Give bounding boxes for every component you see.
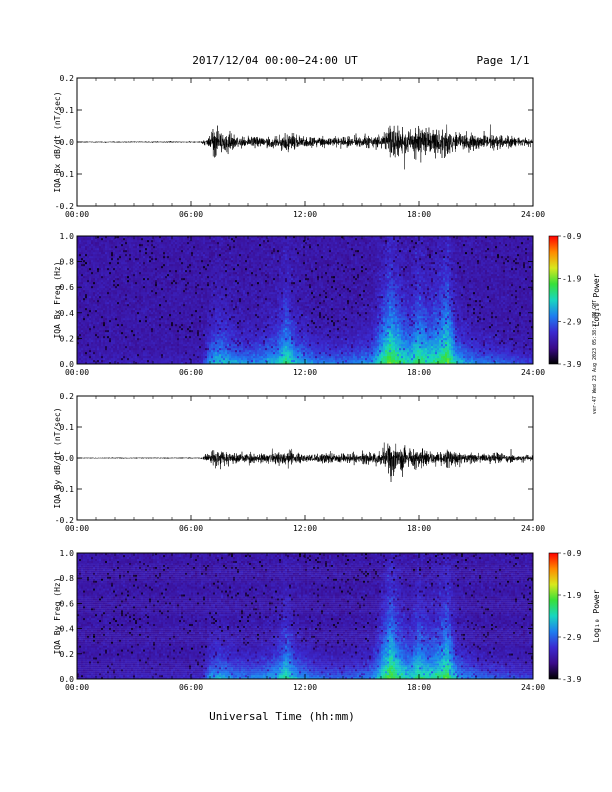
x-tick-label: 12:00: [293, 683, 317, 692]
colorbar-tick-label: -2.9: [562, 317, 581, 326]
colorbar-tick-label: -1.9: [562, 275, 581, 284]
x-axis-label: Universal Time (hh:mm): [209, 710, 355, 723]
x-tick-label: 24:00: [521, 683, 545, 692]
y-tick-label: 0.8: [60, 258, 75, 267]
panel-bx-spectrogram: -0.9 -1.9 -2.9 -3.9 Log₁₀ Power 00:00 06:00 12:…: [53, 232, 601, 377]
y-tick-label: 0.6: [60, 599, 75, 608]
y-tick-label: 0.4: [60, 309, 75, 318]
y-tick-label: 0.2: [60, 334, 75, 343]
y-tick-label: -0.1: [55, 485, 74, 494]
y-tick-label: 1.0: [60, 549, 75, 558]
x-tick-label: 06:00: [179, 210, 203, 219]
y-axis-label: IQA Bx dB/dt (nT/sec): [53, 91, 62, 192]
x-tick-label: 18:00: [407, 524, 431, 533]
y-tick-label: 0.2: [60, 74, 75, 83]
colorbar-tick-label: -2.9: [562, 633, 581, 642]
y-tick-label: 0.1: [60, 106, 75, 115]
colorbar-tick-label: -3.9: [562, 360, 581, 369]
y-tick-label: 0.2: [60, 392, 75, 401]
x-tick-label: 00:00: [65, 210, 89, 219]
x-tick-label: 18:00: [407, 210, 431, 219]
colorbar-tick-label: -0.9: [562, 549, 581, 558]
x-tick-label: 00:00: [65, 368, 89, 377]
y-tick-label: 0.0: [60, 138, 75, 147]
colorbar-label: Log₁₀ Power: [592, 589, 601, 642]
x-tick-label: 12:00: [293, 368, 317, 377]
y-axis-label: IQA Bx Freq (Hz): [53, 261, 62, 338]
y-tick-label: 0.2: [60, 650, 75, 659]
colorbar: [548, 235, 559, 365]
x-tick-label: 12:00: [293, 524, 317, 533]
dbdt-trace: [77, 442, 533, 482]
x-tick-label: 06:00: [179, 683, 203, 692]
y-tick-label: 0.0: [60, 454, 75, 463]
y-tick-label: -0.2: [55, 202, 74, 211]
figure-title: 2017/12/04 00:00−24:00 UT: [192, 54, 358, 67]
x-tick-label: 00:00: [65, 524, 89, 533]
x-tick-label: 24:00: [521, 368, 545, 377]
y-tick-label: 0.0: [60, 360, 75, 369]
panel-bx-dbdt: 00:00 06:00 12:00 18:00 24:00 -0.2 -0.1 0.0 0.1 0…: [53, 74, 545, 219]
x-tick-label: 06:00: [179, 524, 203, 533]
version-stamp: ver-47 Wed 23 Aug 2023 05:38:27 PM GMT: [592, 300, 598, 414]
x-tick-label: 24:00: [521, 210, 545, 219]
spectrogram-cells: [77, 236, 534, 365]
x-tick-label: 18:00: [407, 368, 431, 377]
y-axis-label: IQA By dB/dt (nT/sec): [53, 407, 62, 508]
x-tick-label: 18:00: [407, 683, 431, 692]
dbdt-trace: [77, 124, 533, 170]
y-tick-label: -0.1: [55, 170, 74, 179]
x-tick-label: 12:00: [293, 210, 317, 219]
y-tick-label: -0.2: [55, 516, 74, 525]
x-tick-label: 00:00: [65, 683, 89, 692]
page-indicator: Page 1/1: [477, 54, 530, 67]
y-tick-label: 0.6: [60, 283, 75, 292]
y-tick-label: 0.8: [60, 574, 75, 583]
panel-by-dbdt: 00:00 06:00 12:00 18:00 24:00 -0.2 -0.1 0.0 0.1 0…: [53, 392, 545, 533]
y-tick-label: 0.1: [60, 423, 75, 432]
y-tick-label: 1.0: [60, 232, 75, 241]
colorbar-tick-label: -0.9: [562, 232, 581, 241]
panel-by-spectrogram: -0.9 -1.9 -2.9 -3.9 Log₁₀ Power 00:00 06:00 12:…: [53, 549, 601, 692]
spectrogram-cells: [77, 553, 534, 680]
x-tick-label: 06:00: [179, 368, 203, 377]
colorbar-tick-label: -1.9: [562, 591, 581, 600]
colorbar: [548, 552, 559, 680]
y-tick-label: 0.0: [60, 675, 75, 684]
y-axis-label: IQA By Freq (Hz): [53, 577, 62, 654]
x-tick-label: 24:00: [521, 524, 545, 533]
y-tick-label: 0.4: [60, 625, 75, 634]
colorbar-tick-label: -3.9: [562, 675, 581, 684]
colorbar-label: Log₁₀ Power: [592, 273, 601, 326]
